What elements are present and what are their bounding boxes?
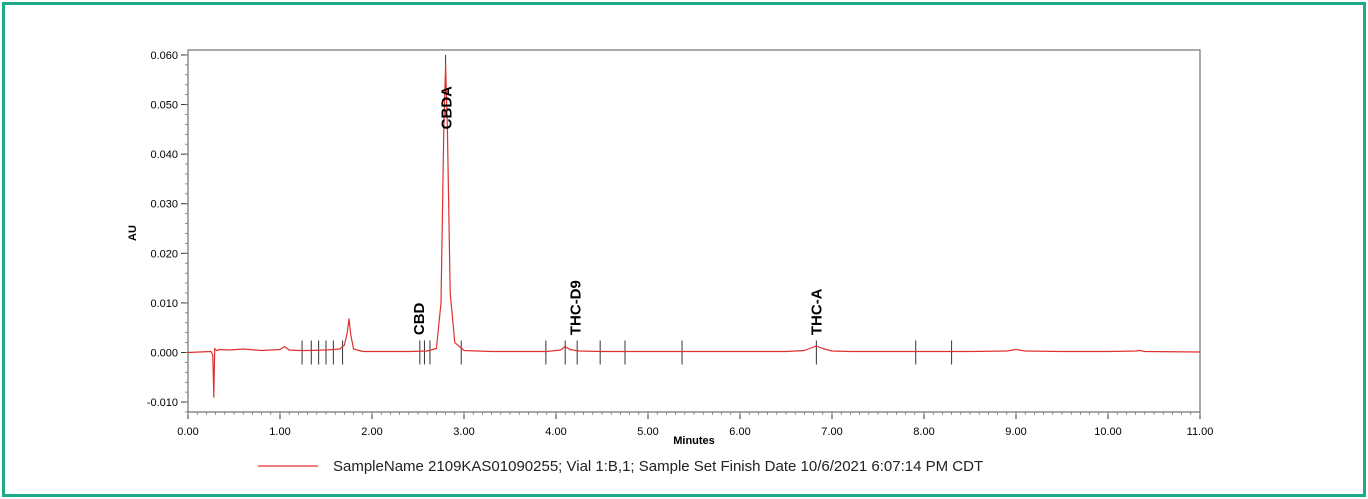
x-tick-label: 1.00 — [269, 426, 290, 438]
x-tick-label: 0.00 — [177, 426, 198, 438]
series-layer — [187, 64, 1201, 398]
axes: Minutes AU — [127, 49, 1201, 447]
series-line — [187, 64, 1201, 398]
x-tick-label: 4.00 — [545, 426, 566, 438]
axis-ticks: 0.00 1.00 2.00 3.00 4.00 5.00 6.00 7.00 8.00 9.00… — [147, 50, 1214, 438]
plot-area-border — [187, 49, 1201, 413]
x-tick-label: 9.00 — [1005, 426, 1026, 438]
y-tick-label: 0.000 — [150, 347, 178, 359]
x-tick-label: 11.00 — [1187, 426, 1214, 438]
y-tick-label: 0.030 — [150, 199, 178, 211]
peak-label: THC-A — [808, 288, 825, 335]
peak-labels: CBD CBDA THC-D9 THC-A — [411, 86, 825, 335]
legend: SampleName 2109KAS01090255; Vial 1:B,1; … — [258, 458, 983, 475]
x-tick-label: 2.00 — [361, 426, 382, 438]
y-axis-title: AU — [127, 225, 139, 241]
y-tick-label: -0.010 — [147, 397, 178, 409]
y-tick-label: 0.040 — [150, 149, 178, 161]
x-tick-label: 6.00 — [729, 426, 750, 438]
legend-label: SampleName 2109KAS01090255; Vial 1:B,1; … — [333, 458, 983, 475]
peak-label: CBD — [411, 302, 428, 335]
y-tick-label: 0.020 — [150, 248, 178, 260]
integration-marks — [301, 54, 953, 365]
peak-label: CBDA — [439, 86, 456, 129]
peak-label: THC-D9 — [567, 280, 584, 335]
y-tick-label: 0.010 — [150, 298, 178, 310]
x-tick-label: 3.00 — [453, 426, 474, 438]
x-tick-label: 7.00 — [821, 426, 842, 438]
x-tick-label: 5.00 — [637, 426, 658, 438]
x-axis-title: Minutes — [673, 435, 715, 447]
x-tick-label: 10.00 — [1094, 426, 1122, 438]
y-tick-label: 0.050 — [150, 100, 178, 112]
y-tick-label: 0.060 — [150, 50, 178, 62]
x-tick-label: 8.00 — [913, 426, 934, 438]
